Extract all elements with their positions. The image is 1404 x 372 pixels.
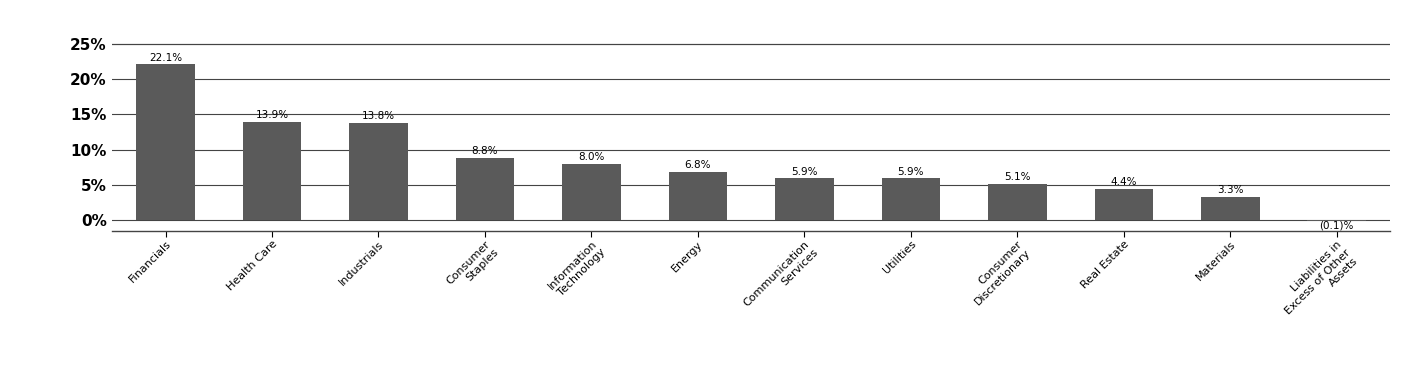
- Text: 8.0%: 8.0%: [578, 152, 605, 162]
- Bar: [350, 123, 407, 220]
- Text: 13.9%: 13.9%: [256, 110, 289, 120]
- Text: 22.1%: 22.1%: [149, 52, 183, 62]
- Text: 5.9%: 5.9%: [790, 167, 817, 177]
- Bar: [1307, 220, 1366, 221]
- Bar: [136, 64, 195, 220]
- Text: 8.8%: 8.8%: [472, 146, 498, 156]
- Bar: [562, 164, 621, 220]
- Bar: [1200, 197, 1259, 220]
- Text: 3.3%: 3.3%: [1217, 185, 1244, 195]
- Text: 5.9%: 5.9%: [897, 167, 924, 177]
- Bar: [775, 179, 834, 220]
- Bar: [668, 172, 727, 220]
- Text: 13.8%: 13.8%: [362, 111, 395, 121]
- Bar: [1095, 189, 1153, 220]
- Text: 6.8%: 6.8%: [685, 160, 712, 170]
- Text: 5.1%: 5.1%: [1004, 172, 1031, 182]
- Bar: [456, 158, 514, 220]
- Bar: [988, 184, 1046, 220]
- Bar: [882, 179, 941, 220]
- Text: (0.1)%: (0.1)%: [1320, 221, 1353, 231]
- Text: 4.4%: 4.4%: [1111, 177, 1137, 187]
- Bar: [243, 122, 302, 220]
